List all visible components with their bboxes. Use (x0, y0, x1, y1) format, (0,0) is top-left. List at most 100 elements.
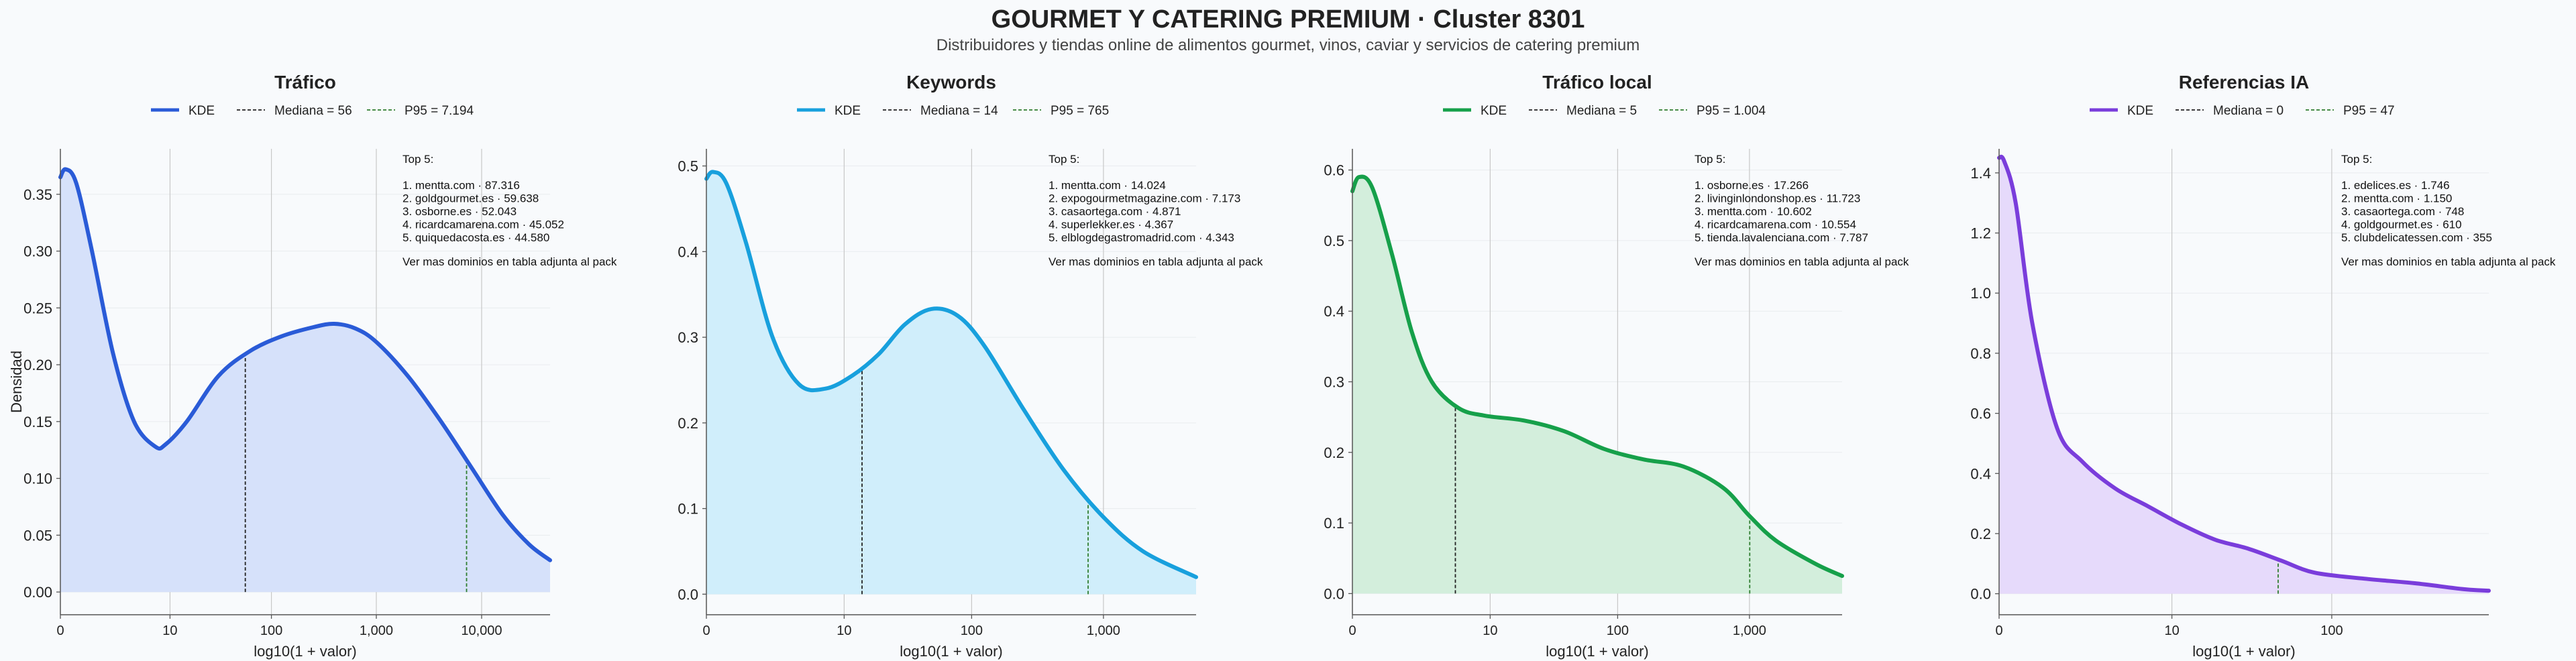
y-tick-label: 0.4 (1970, 465, 1991, 482)
top5-heading: Top 5: (2341, 153, 2372, 166)
top5-item: 2. expogourmetmagazine.com · 7.173 (1049, 192, 1240, 205)
x-tick-label: 0 (56, 623, 64, 638)
kde-area (1999, 156, 2489, 594)
top5-item: 1. edelices.es · 1.746 (2341, 179, 2450, 192)
top5-item: 3. casaortega.com · 4.871 (1049, 205, 1181, 218)
legend-kde-label: KDE (2127, 104, 2153, 118)
top5-item: 2. mentta.com · 1.150 (2341, 192, 2452, 205)
top5-item: 4. goldgourmet.es · 610 (2341, 219, 2462, 231)
kde-line (1350, 174, 1844, 579)
top5-item: 4. ricardcamarena.com · 10.554 (1695, 219, 1856, 231)
legend: KDE Mediana = 0 P95 = 47 (2090, 104, 2395, 118)
y-tick-label: 0.15 (23, 414, 52, 430)
y-tick-label: 1.2 (1970, 225, 1991, 242)
y-tick-label: 0.3 (678, 329, 698, 346)
top5-note: Ver mas dominios en tabla adjunta al pac… (402, 255, 617, 268)
y-tick-label: 0.0 (1970, 586, 1991, 603)
legend-p95-label: P95 = 7.194 (405, 104, 474, 118)
kde-area (1352, 176, 1842, 594)
figure-subtitle: Distribuidores y tiendas online de alime… (936, 36, 1640, 54)
top5-note: Ver mas dominios en tabla adjunta al pac… (1695, 255, 1909, 268)
y-tick-label: 0.5 (678, 158, 698, 175)
top5-item: 3. casaortega.com · 748 (2341, 205, 2464, 218)
x-tick-label: 10,000 (461, 623, 502, 638)
legend-p95-label: P95 = 47 (2343, 104, 2395, 118)
legend-kde-label: KDE (1481, 104, 1507, 118)
y-tick-label: 0.2 (678, 415, 698, 432)
y-axis-label: Densidad (8, 351, 25, 413)
y-tick-label: 0.1 (678, 501, 698, 518)
y-tick-label: 0.4 (1324, 303, 1344, 320)
top5-item: 2. goldgourmet.es · 59.638 (402, 192, 539, 205)
x-tick-label: 0 (1995, 623, 2002, 638)
y-tick-label: 0.10 (23, 471, 52, 487)
legend-p95-label: P95 = 1.004 (1697, 104, 1766, 118)
x-tick-label: 0 (1348, 623, 1356, 638)
y-tick-label: 0.20 (23, 357, 52, 373)
legend-median-label: Mediana = 14 (920, 104, 998, 118)
x-axis-label: log10(1 + valor) (2192, 643, 2295, 660)
kde-line (704, 170, 1198, 579)
y-tick-label: 0.3 (1324, 374, 1344, 391)
y-tick-label: 0.8 (1970, 345, 1991, 362)
panel-title: Tráfico (274, 72, 336, 93)
y-tick-label: 0.25 (23, 300, 52, 316)
x-tick-label: 1,000 (1733, 623, 1766, 638)
chart-panel-2: Keywords KDE Mediana = 14 P95 = 765 0.0 0.1 0.… (678, 72, 1263, 660)
x-tick-label: 100 (260, 623, 282, 638)
x-tick-label: 100 (961, 623, 983, 638)
top5-item: 1. osborne.es · 17.266 (1695, 179, 1809, 192)
top5-item: 3. osborne.es · 52.043 (402, 205, 517, 218)
y-tick-label: 0.4 (678, 243, 698, 260)
top5-item: 5. tienda.lavalenciana.com · 7.787 (1695, 231, 1868, 244)
x-tick-label: 10 (2164, 623, 2179, 638)
top5-note: Ver mas dominios en tabla adjunta al pac… (2341, 255, 2556, 268)
x-axis-label: log10(1 + valor) (254, 643, 356, 660)
x-tick-label: 10 (162, 623, 177, 638)
y-tick-label: 0.30 (23, 243, 52, 260)
legend-median-label: Mediana = 5 (1566, 104, 1637, 118)
top5-heading: Top 5: (1695, 153, 1725, 166)
top5-item: 2. livinginlondonshop.es · 11.723 (1695, 192, 1860, 205)
top5-item: 4. ricardcamarena.com · 45.052 (402, 219, 564, 231)
kde-area (60, 169, 550, 593)
panel-title: Referencias IA (2179, 72, 2310, 93)
x-tick-label: 100 (2320, 623, 2343, 638)
legend-kde-label: KDE (189, 104, 215, 118)
top5-item: 3. mentta.com · 10.602 (1695, 205, 1812, 218)
x-tick-label: 100 (1607, 623, 1629, 638)
chart-panel-3: Tráfico local KDE Mediana = 5 P95 = 1.004 0.… (1324, 72, 1909, 660)
y-tick-label: 1.0 (1970, 285, 1991, 302)
x-tick-label: 10 (1483, 623, 1497, 638)
legend-median-label: Mediana = 56 (274, 104, 352, 118)
legend: KDE Mediana = 5 P95 = 1.004 (1443, 104, 1766, 118)
y-tick-label: 0.2 (1970, 526, 1991, 542)
y-tick-label: 0.1 (1324, 515, 1344, 532)
y-tick-label: 0.6 (1970, 406, 1991, 422)
kde-line (58, 167, 552, 562)
kde-line (1997, 154, 2491, 593)
x-tick-label: 10 (837, 623, 851, 638)
panel-title: Tráfico local (1542, 72, 1652, 93)
legend-median-label: Mediana = 0 (2213, 104, 2284, 118)
legend: KDE Mediana = 14 P95 = 765 (797, 104, 1109, 118)
legend-kde-label: KDE (835, 104, 861, 118)
panel-title: Keywords (906, 72, 996, 93)
legend-p95-label: P95 = 765 (1051, 104, 1109, 118)
chart-panel-1: Tráfico KDE Mediana = 56 P95 = 7.194 0.00 0.0… (23, 72, 617, 660)
x-tick-label: 1,000 (360, 623, 393, 638)
top5-note: Ver mas dominios en tabla adjunta al pac… (1049, 255, 1263, 268)
top5-item: 4. superlekker.es · 4.367 (1049, 219, 1173, 231)
y-tick-label: 0.0 (678, 586, 698, 603)
y-tick-label: 0.0 (1324, 585, 1344, 602)
y-tick-label: 0.05 (23, 527, 52, 544)
x-tick-label: 1,000 (1087, 623, 1120, 638)
top5-item: 5. elblogdegastromadrid.com · 4.343 (1049, 231, 1234, 244)
top5-item: 5. clubdelicatessen.com · 355 (2341, 231, 2492, 244)
y-tick-label: 0.5 (1324, 233, 1344, 249)
figure-title: GOURMET Y CATERING PREMIUM · Cluster 830… (991, 5, 1585, 34)
